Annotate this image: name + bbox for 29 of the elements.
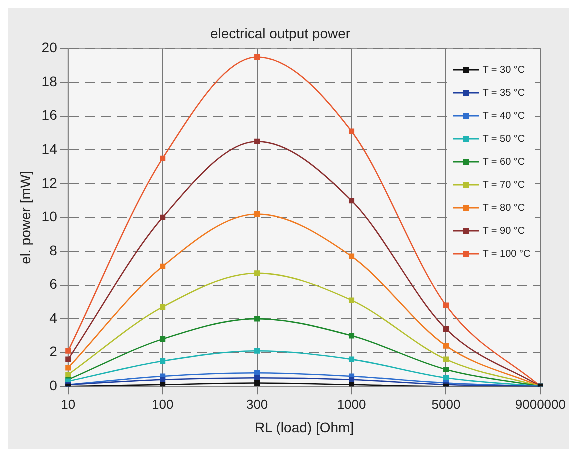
legend-label: T = 60 °C (482, 156, 526, 168)
x-tick-label: 1000 (337, 396, 366, 412)
y-tick-label: 4 (50, 310, 58, 326)
legend-label: T = 90 °C (482, 226, 526, 237)
x-tick-label: 10 (61, 396, 76, 412)
x-axis-title: RL (load) [Ohm] (254, 419, 354, 436)
legend-label: T = 40 °C (482, 110, 526, 122)
y-tick-label: 16 (42, 107, 58, 124)
legend-label: T = 80 °C (482, 202, 526, 214)
y-tick-label: 8 (50, 242, 58, 258)
x-tick-label: 9000000 (515, 396, 566, 412)
legend-label: T = 100 °C (482, 248, 531, 260)
x-tick-label: 300 (246, 396, 268, 412)
legend-label: T = 50 °C (482, 134, 526, 145)
y-tick-label: 0 (50, 377, 58, 394)
y-tick-label: 10 (42, 208, 58, 225)
legend-label: T = 30 °C (482, 64, 526, 76)
legend-label: T = 35 °C (482, 88, 526, 99)
x-tick-label: 5000 (432, 396, 461, 412)
y-tick-label: 2 (50, 344, 58, 360)
chart-title: electrical output power (210, 25, 351, 42)
y-tick-label: 6 (50, 276, 58, 292)
y-tick-label: 12 (42, 174, 58, 191)
y-tick-label: 14 (42, 141, 58, 157)
legend-label: T = 70 °C (482, 180, 526, 191)
y-axis-title: el. power [mW] (17, 171, 34, 264)
x-tick-label: 100 (152, 396, 174, 412)
y-tick-label: 20 (42, 40, 58, 56)
y-tick-label: 18 (42, 73, 58, 90)
